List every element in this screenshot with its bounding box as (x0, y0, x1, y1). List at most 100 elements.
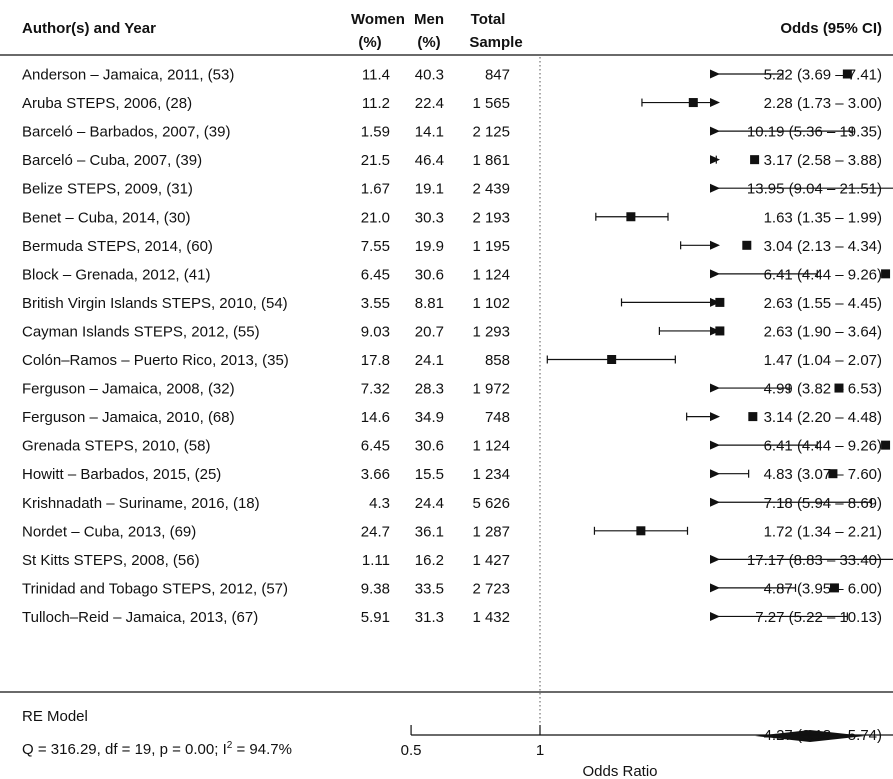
odds-ci-text: 3.17 (2.58 – 3.88) (764, 152, 882, 169)
summary-stats-sup: 2 (227, 740, 233, 751)
men-percent: 30.6 (415, 438, 444, 455)
men-percent: 22.4 (415, 95, 444, 112)
men-percent: 8.81 (415, 295, 444, 312)
study-label: Tulloch–Reid – Jamaica, 2013, (67) (22, 609, 258, 626)
women-percent: 5.91 (361, 609, 390, 626)
study-row: Krishnadath – Suriname, 2016, (18) 4.3 24.… (22, 495, 882, 512)
men-percent: 28.3 (415, 381, 444, 398)
ci-arrow (710, 440, 720, 450)
women-percent: 14.6 (361, 409, 390, 426)
study-label: Ferguson – Jamaica, 2008, (32) (22, 381, 235, 398)
header-women-line1: Women (351, 11, 405, 28)
women-percent: 6.45 (361, 438, 390, 455)
point-estimate (688, 98, 698, 108)
point-estimate (626, 212, 636, 222)
x-axis-label: Odds Ratio (582, 763, 657, 779)
men-percent: 15.5 (415, 466, 444, 483)
point-estimate (829, 583, 839, 593)
women-percent: 21.0 (361, 209, 390, 226)
study-row: St Kitts STEPS, 2008, (56) 1.11 16.2 1 427 1… (22, 552, 893, 569)
men-percent: 24.4 (415, 495, 444, 512)
study-label: Colón–Ramos – Puerto Rico, 2013, (35) (22, 352, 289, 369)
women-percent: 9.38 (361, 580, 390, 597)
x-axis: 0.5120 (401, 725, 893, 759)
ci-arrow (710, 297, 720, 307)
odds-ci-text: 10.19 (5.36 – 19.35) (747, 124, 882, 141)
study-label: Barceló – Cuba, 2007, (39) (22, 152, 202, 169)
study-row: Anderson – Jamaica, 2011, (53) 11.4 40.3 84… (22, 67, 882, 84)
women-percent: 4.3 (369, 495, 390, 512)
point-estimate (607, 355, 617, 364)
study-label: Cayman Islands STEPS, 2012, (55) (22, 323, 260, 340)
odds-ci-text: 2.63 (1.55 – 4.45) (764, 295, 882, 312)
study-rows: Anderson – Jamaica, 2011, (53) 11.4 40.3 84… (22, 67, 893, 626)
study-label: Grenada STEPS, 2010, (58) (22, 438, 210, 455)
odds-ci-text: 6.41 (4.44 – 9.26) (764, 438, 882, 455)
women-percent: 9.03 (361, 323, 390, 340)
ci-arrow (710, 126, 720, 136)
women-percent: 17.8 (361, 352, 390, 369)
study-label: Benet – Cuba, 2014, (30) (22, 209, 190, 226)
total-sample: 2 439 (472, 181, 510, 198)
ci-arrow (710, 412, 720, 422)
total-sample: 748 (485, 409, 510, 426)
study-row: Colón–Ramos – Puerto Rico, 2013, (35) 17.… (22, 352, 882, 369)
odds-ci-text: 2.28 (1.73 – 3.00) (764, 95, 882, 112)
study-row: Bermuda STEPS, 2014, (60) 7.55 19.9 1 195 3.… (22, 238, 882, 255)
point-estimate (881, 269, 891, 279)
men-percent: 36.1 (415, 523, 444, 540)
men-percent: 24.1 (415, 352, 444, 369)
ci-arrow (710, 183, 720, 193)
total-sample: 1 287 (472, 523, 510, 540)
summary-block: RE Model Q = 316.29, df = 19, p = 0.00; … (22, 708, 882, 758)
total-sample: 2 723 (472, 580, 510, 597)
odds-ci-text: 1.63 (1.35 – 1.99) (764, 209, 882, 226)
study-row: Block – Grenada, 2012, (41) 6.45 30.6 1 124… (22, 266, 891, 283)
study-label: Belize STEPS, 2009, (31) (22, 181, 193, 198)
women-percent: 21.5 (361, 152, 390, 169)
study-label: Barceló – Barbados, 2007, (39) (22, 124, 230, 141)
study-label: Nordet – Cuba, 2013, (69) (22, 523, 196, 540)
study-row: Aruba STEPS, 2006, (28) 11.2 22.4 1 565 2.28… (22, 95, 882, 112)
men-percent: 31.3 (415, 609, 444, 626)
odds-ci-text: 5.22 (3.69 – 7.41) (764, 67, 882, 84)
women-percent: 7.55 (361, 238, 390, 255)
point-estimate (750, 155, 760, 165)
study-row: Belize STEPS, 2009, (31) 1.67 19.1 2 439 13.… (22, 181, 893, 198)
point-estimate (742, 240, 752, 250)
ci-arrow (710, 554, 720, 564)
total-sample: 1 293 (472, 323, 510, 340)
table-header: Author(s) and Year Women (%) Men (%) Tot… (22, 11, 882, 51)
summary-stats-suffix: = 94.7% (232, 741, 292, 758)
total-sample: 1 124 (472, 266, 510, 283)
study-label: Ferguson – Jamaica, 2010, (68) (22, 409, 235, 426)
ci-arrow (710, 583, 720, 593)
odds-ci-text: 7.27 (5.22 – 10.13) (755, 609, 882, 626)
ci-arrow (710, 69, 720, 79)
men-percent: 19.9 (415, 238, 444, 255)
header-author: Author(s) and Year (22, 20, 156, 37)
total-sample: 1 427 (472, 552, 510, 569)
women-percent: 24.7 (361, 523, 390, 540)
point-estimate (636, 526, 646, 536)
women-percent: 3.66 (361, 466, 390, 483)
total-sample: 858 (485, 352, 510, 369)
study-label: Aruba STEPS, 2006, (28) (22, 95, 192, 112)
total-sample: 1 102 (472, 295, 510, 312)
odds-ci-text: 17.17 (8.83 – 33.40) (747, 552, 882, 569)
ci-arrow (710, 326, 720, 336)
odds-ci-text: 4.99 (3.82 – 6.53) (764, 381, 882, 398)
total-sample: 2 193 (472, 209, 510, 226)
total-sample: 847 (485, 67, 510, 84)
odds-ci-text: 1.47 (1.04 – 2.07) (764, 352, 882, 369)
study-row: Barceló – Cuba, 2007, (39) 21.5 46.4 1 861 3… (22, 152, 882, 169)
x-tick-label: 0.5 (401, 742, 422, 759)
ci-arrow (710, 240, 720, 250)
total-sample: 2 125 (472, 124, 510, 141)
men-percent: 40.3 (415, 67, 444, 84)
study-row: Benet – Cuba, 2014, (30) 21.0 30.3 2 193 1.6… (22, 209, 882, 226)
men-percent: 34.9 (415, 409, 444, 426)
total-sample: 1 861 (472, 152, 510, 169)
point-estimate (881, 440, 891, 450)
summary-stats-prefix: Q = 316.29, df = 19, p = 0.00; I (22, 741, 227, 758)
